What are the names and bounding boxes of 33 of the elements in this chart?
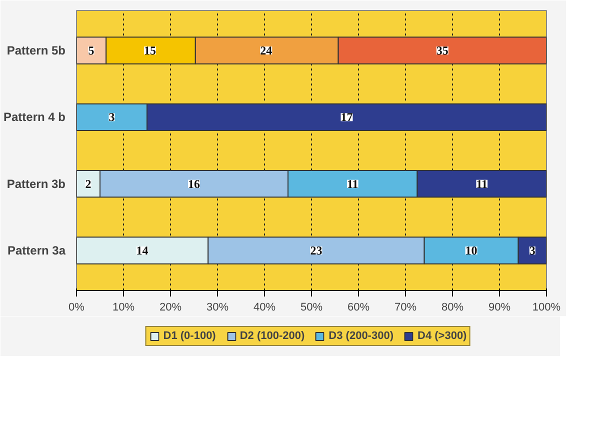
legend-label: D2 (100-200) <box>240 330 305 342</box>
annotation: 23 <box>310 244 322 258</box>
x-tick-label: 90% <box>488 302 511 314</box>
x-tick-label: 50% <box>300 302 323 314</box>
y-tick-label: Pattern 3b <box>6 176 66 191</box>
annotation: 15 <box>144 44 156 58</box>
annotation: 3 <box>108 110 115 124</box>
annotation: 10 <box>465 244 478 258</box>
annotation: 11 <box>476 176 488 191</box>
x-tick-label: 70% <box>394 302 417 314</box>
y-tick-label: Pattern 4 b <box>3 110 66 124</box>
x-tick-label: 10% <box>112 302 135 314</box>
x-tick-label: 20% <box>159 302 182 314</box>
annotation: 14 <box>136 244 148 258</box>
annotation: 35 <box>436 44 448 58</box>
x-tick-label: 0% <box>68 302 85 314</box>
x-tick-label: 30% <box>206 302 229 314</box>
annotation: 3 <box>529 244 536 258</box>
annotation: 11 <box>346 176 358 191</box>
x-tick-label: 80% <box>441 302 464 314</box>
y-tick-label: Pattern 3a <box>7 244 66 258</box>
annotation: 24 <box>260 44 272 58</box>
legend-label: D3 (200-300) <box>328 330 394 342</box>
annotation: 17 <box>340 110 353 124</box>
x-tick-label: 100% <box>532 302 561 314</box>
x-tick-label: 40% <box>253 302 276 314</box>
annotation: 16 <box>188 176 200 191</box>
x-tick-label: 60% <box>347 302 370 314</box>
legend-label: D4 (>300) <box>418 330 467 342</box>
annotation: 2 <box>85 176 92 191</box>
y-tick-label: Pattern 5b <box>6 44 66 58</box>
legend-label: D1 (0-100) <box>163 330 216 342</box>
annotation: 5 <box>88 44 94 58</box>
